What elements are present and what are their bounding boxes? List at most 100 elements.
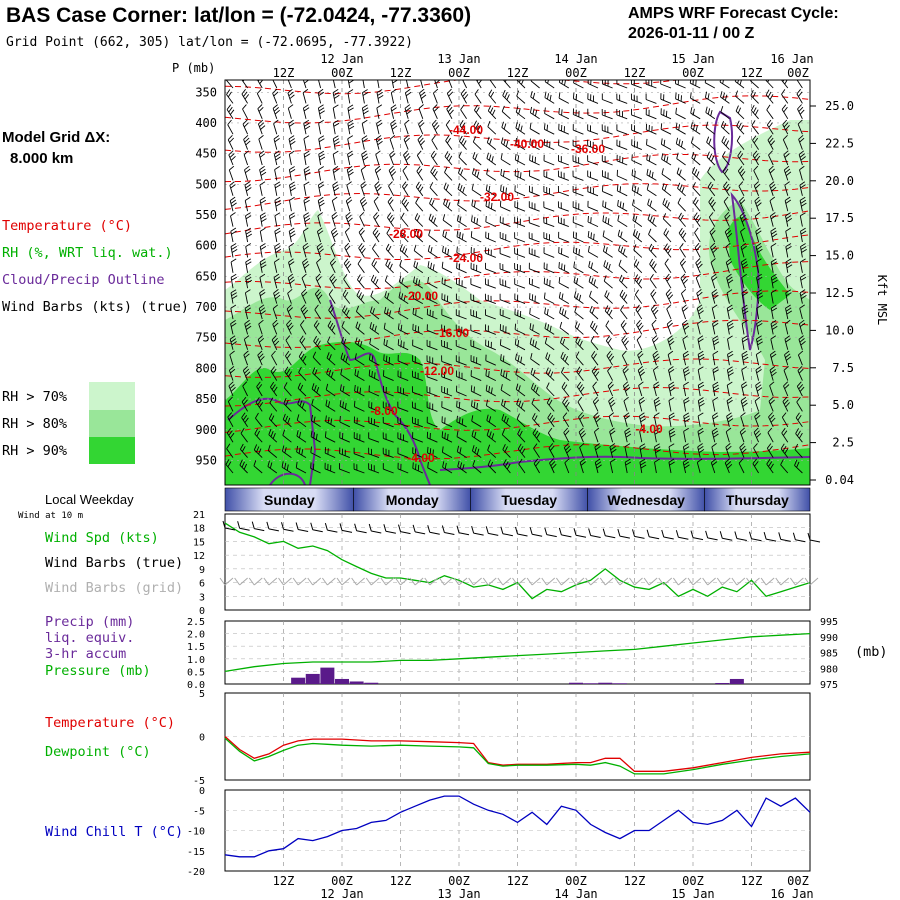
wind-barb bbox=[299, 335, 307, 351]
wind-barb bbox=[711, 443, 717, 458]
wind-barb bbox=[368, 463, 380, 474]
wind-barb bbox=[601, 170, 613, 181]
grid-wind-barb bbox=[614, 577, 629, 586]
wind-barb bbox=[368, 416, 380, 428]
wind-barb bbox=[331, 196, 338, 212]
wind-barb bbox=[754, 396, 761, 412]
wind-barb bbox=[601, 108, 613, 120]
wind-barb bbox=[499, 262, 511, 274]
wind-barb bbox=[675, 122, 686, 135]
wind-barb bbox=[228, 366, 236, 381]
wind-barb bbox=[637, 366, 645, 381]
wind-barb bbox=[429, 197, 438, 212]
top-hour-label: 00Z bbox=[331, 66, 353, 80]
wind-barb bbox=[770, 304, 778, 320]
surface-wind-barb bbox=[661, 529, 674, 540]
wind-barb bbox=[668, 412, 675, 427]
wind-barb bbox=[272, 304, 279, 320]
wind-barb bbox=[397, 401, 409, 412]
wind-barb bbox=[603, 275, 613, 289]
wind-barb bbox=[441, 416, 453, 428]
wind-barb bbox=[572, 139, 584, 151]
wind-barb bbox=[682, 366, 690, 381]
wind-barb bbox=[389, 150, 396, 166]
wind-barb bbox=[357, 258, 365, 274]
wind-barb bbox=[630, 93, 642, 104]
wind-barb bbox=[602, 200, 613, 212]
wind-barb bbox=[376, 104, 383, 119]
wind-barb bbox=[227, 134, 235, 150]
wind-barb bbox=[303, 135, 310, 150]
wind-barb bbox=[471, 183, 482, 197]
wind-barb bbox=[589, 290, 599, 304]
wind-barb bbox=[431, 135, 438, 150]
wind-barb bbox=[272, 319, 279, 335]
wind-barb bbox=[397, 386, 409, 397]
wind-barb bbox=[514, 338, 526, 351]
wind-barb bbox=[754, 196, 762, 212]
wind-barb bbox=[653, 397, 661, 412]
wind-barb bbox=[544, 322, 555, 335]
wind-barb bbox=[589, 305, 599, 320]
wind-barb bbox=[244, 196, 251, 212]
wind-barb bbox=[441, 385, 453, 397]
grid-wind-barb bbox=[731, 577, 746, 586]
label-wind-barbs-true: Wind Barbs (true) bbox=[45, 555, 183, 571]
wind-barb bbox=[797, 365, 804, 381]
wind-barb bbox=[428, 213, 438, 227]
wind-barb bbox=[484, 293, 496, 305]
wind-barb bbox=[441, 277, 453, 289]
wind-barb bbox=[604, 305, 613, 320]
wind-barb bbox=[397, 323, 409, 335]
wind-barb bbox=[397, 354, 409, 366]
wind-barb bbox=[593, 427, 600, 443]
wind-barb bbox=[798, 134, 805, 150]
wind-barb bbox=[488, 89, 497, 104]
wind-barb bbox=[347, 80, 355, 89]
wind-barb bbox=[756, 289, 764, 304]
wind-barb bbox=[369, 322, 380, 335]
wind-barb bbox=[426, 431, 438, 443]
wind-barb bbox=[682, 458, 690, 474]
wind-barb bbox=[257, 335, 265, 350]
pressure-tick-label: 900 bbox=[195, 423, 217, 437]
wind-barb bbox=[316, 242, 324, 258]
wind-barb bbox=[765, 89, 774, 104]
wind-barb bbox=[361, 119, 368, 135]
wind-barb bbox=[339, 463, 350, 474]
wind-barb bbox=[604, 290, 613, 304]
rh90-swatch bbox=[89, 437, 135, 464]
top-hour-label: 00Z bbox=[682, 66, 704, 80]
wind-barb bbox=[720, 105, 730, 120]
wind-barb bbox=[426, 386, 438, 397]
wind-barb bbox=[636, 319, 644, 335]
wind-barb bbox=[722, 166, 730, 181]
wind-barb bbox=[799, 289, 807, 304]
wind-barb bbox=[770, 289, 777, 304]
wind-barb bbox=[677, 197, 686, 212]
wind-barb bbox=[230, 289, 238, 304]
wind-barb bbox=[654, 443, 661, 458]
wind-barb bbox=[794, 443, 803, 458]
wind-barb bbox=[649, 273, 657, 289]
cloud-outline-3 bbox=[269, 472, 306, 485]
grid-wind-barb bbox=[248, 577, 263, 586]
wind-barb bbox=[474, 89, 482, 104]
wind-barb bbox=[736, 120, 745, 135]
wind-barb bbox=[634, 289, 643, 304]
wind-barb bbox=[725, 443, 732, 458]
wind-barb bbox=[766, 458, 774, 474]
wind-barb bbox=[382, 416, 394, 428]
wind-barb bbox=[373, 212, 380, 227]
surface-wind-barb bbox=[632, 529, 645, 539]
contour-label: -4.00 bbox=[635, 422, 663, 436]
wind-barb bbox=[412, 462, 423, 474]
wind-barb bbox=[429, 182, 438, 197]
wind-barb bbox=[608, 396, 616, 412]
top-date-label: 13 Jan bbox=[437, 52, 480, 66]
wind-barb bbox=[311, 383, 321, 397]
wind-barb bbox=[372, 227, 381, 243]
wind-barb bbox=[358, 243, 366, 258]
wind-barb bbox=[485, 231, 496, 243]
height-tick-label: 2.5 bbox=[832, 436, 854, 450]
